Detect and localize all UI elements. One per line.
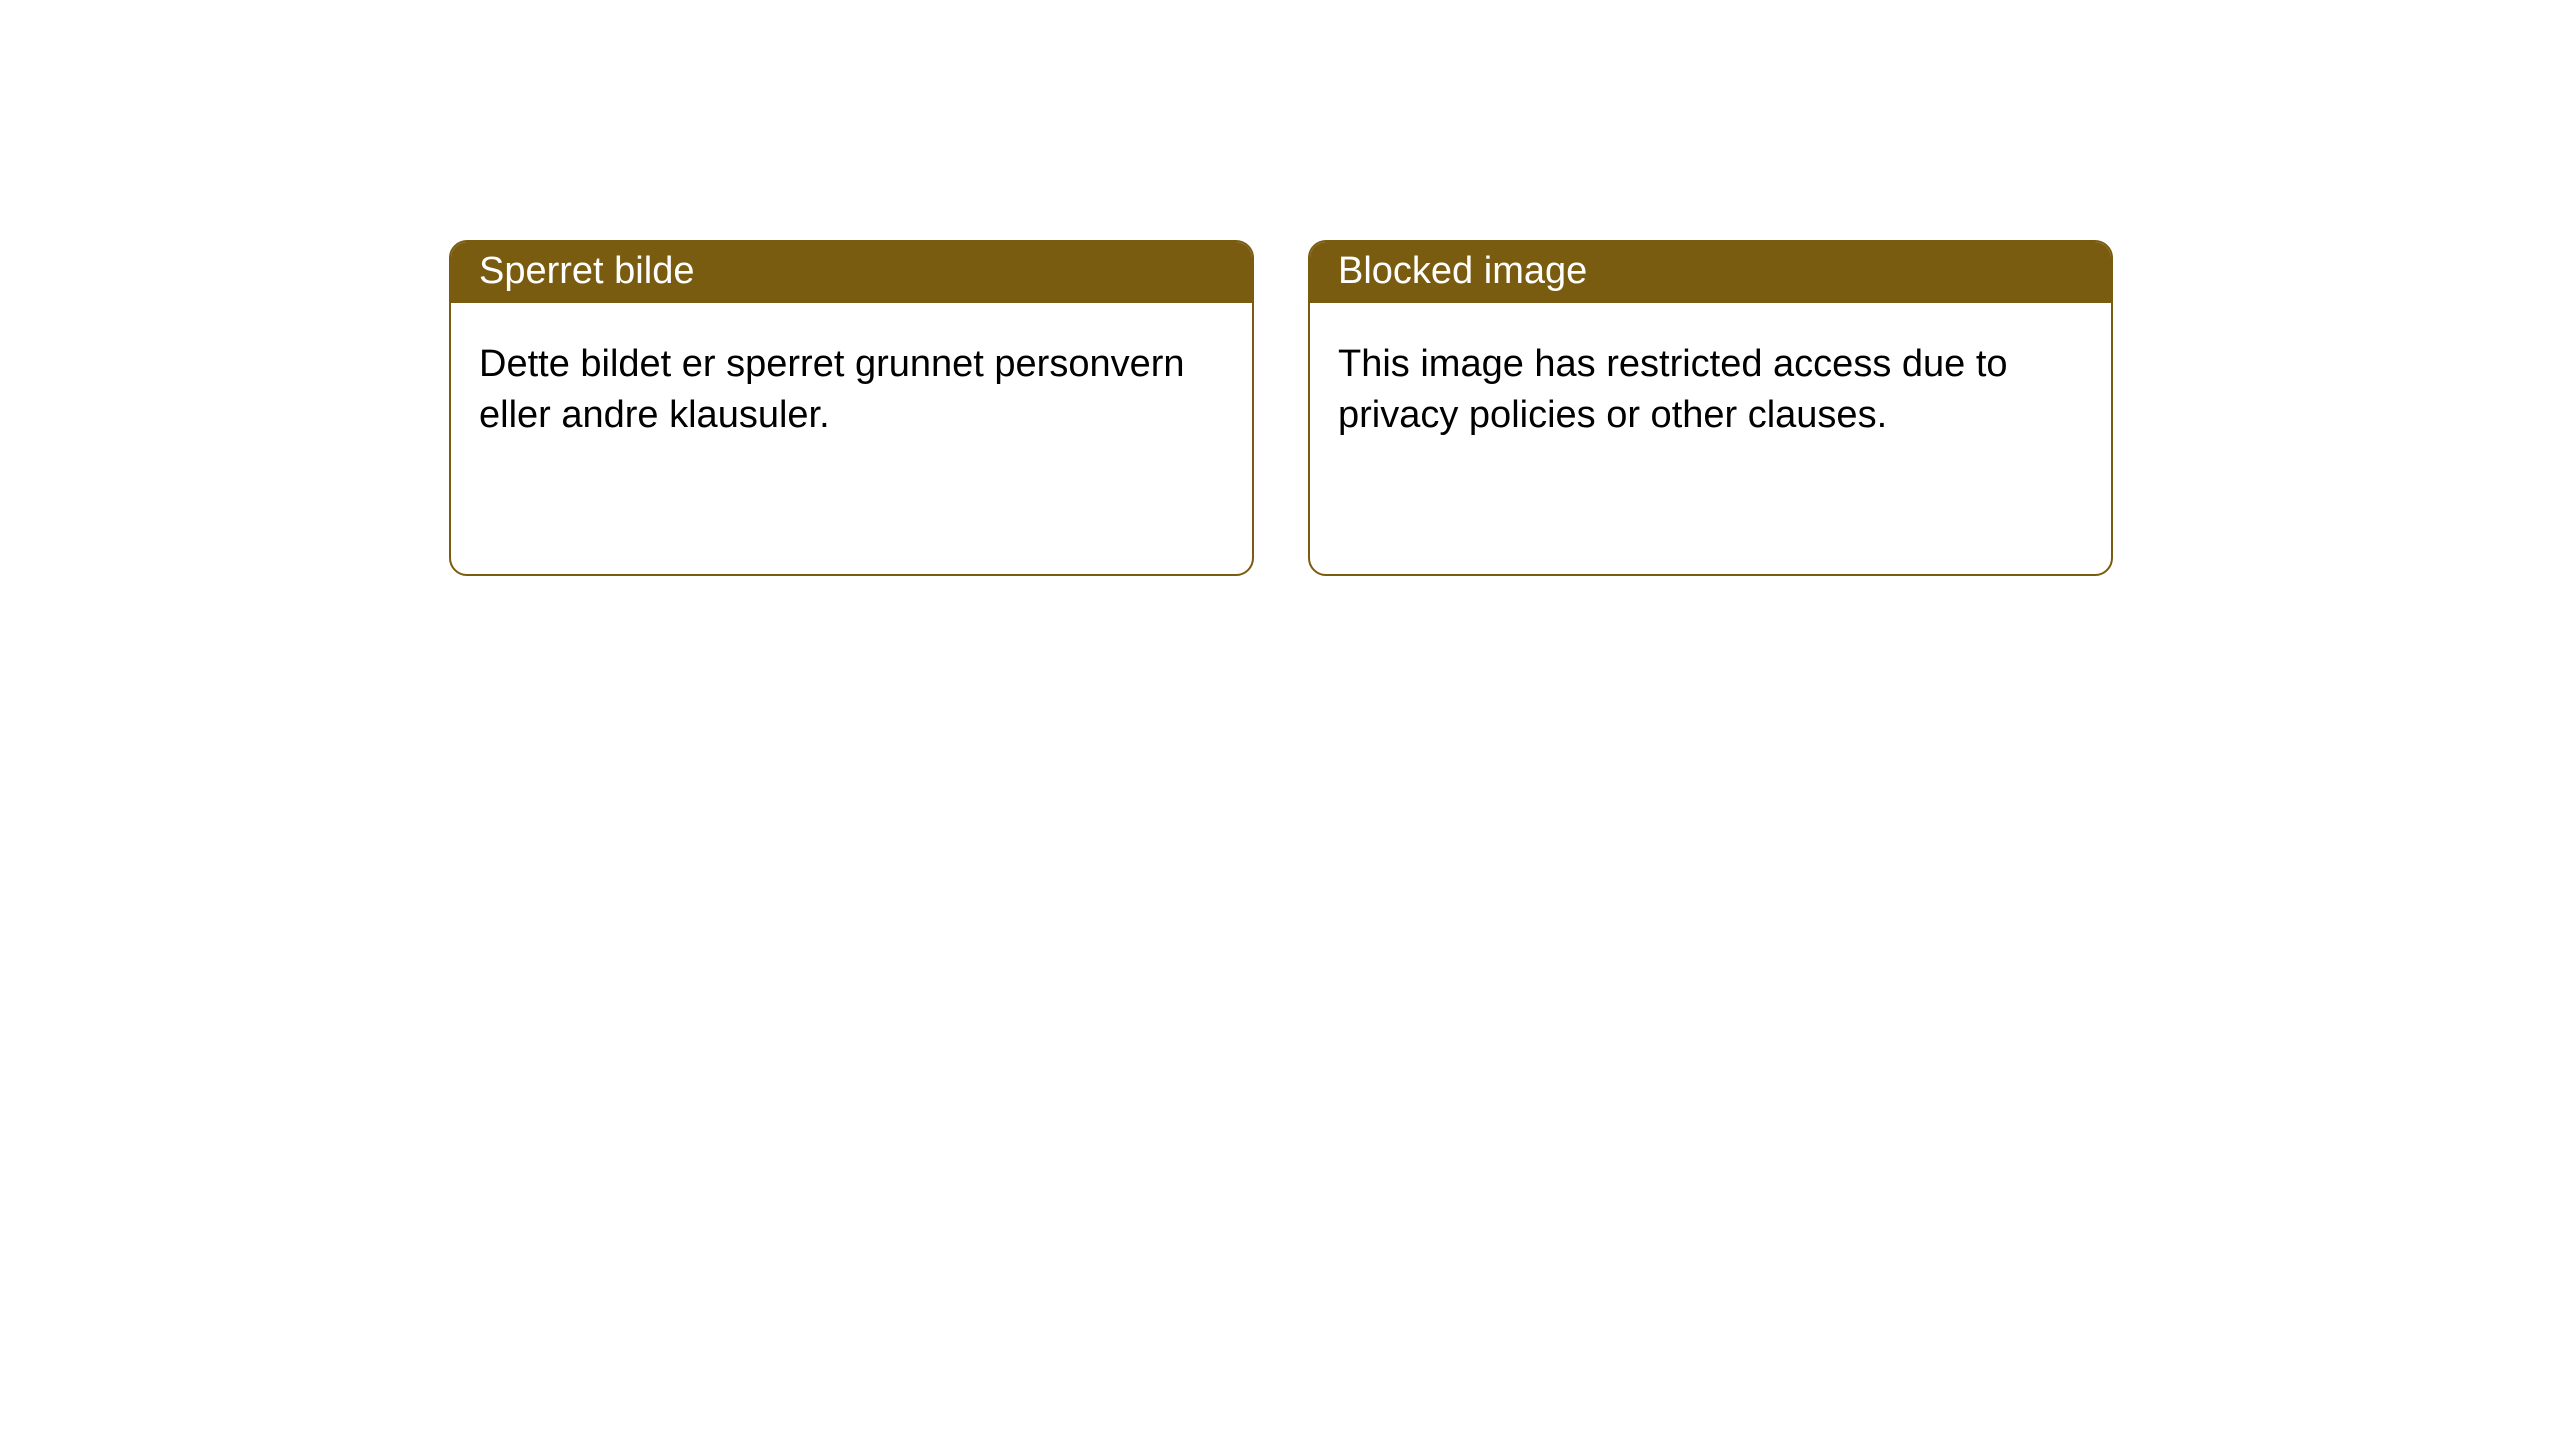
- notice-card-english: Blocked image This image has restricted …: [1308, 240, 2113, 576]
- notice-container: Sperret bilde Dette bildet er sperret gr…: [0, 0, 2560, 576]
- card-body: Dette bildet er sperret grunnet personve…: [451, 303, 1252, 478]
- card-header: Blocked image: [1310, 242, 2111, 303]
- card-body: This image has restricted access due to …: [1310, 303, 2111, 478]
- card-header: Sperret bilde: [451, 242, 1252, 303]
- notice-card-norwegian: Sperret bilde Dette bildet er sperret gr…: [449, 240, 1254, 576]
